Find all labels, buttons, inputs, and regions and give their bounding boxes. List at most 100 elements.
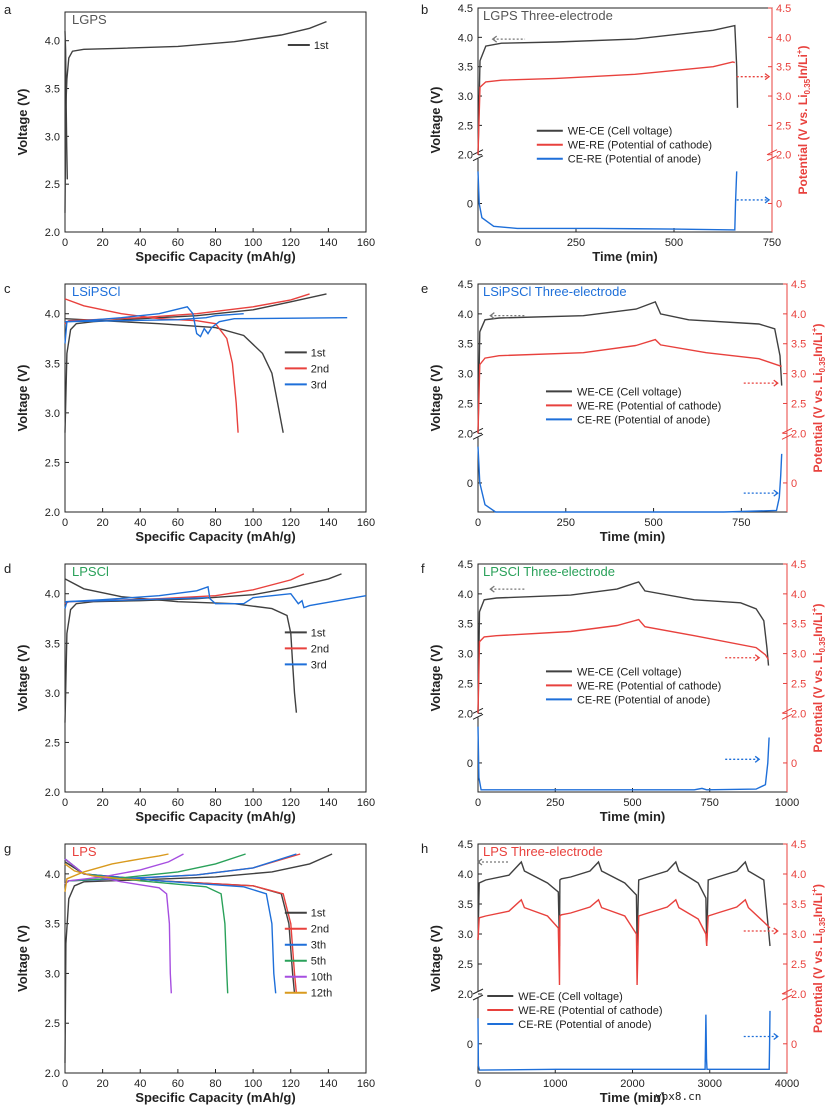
- y-tick-label: 4.0: [458, 32, 473, 44]
- legend-label: 1st: [314, 40, 329, 52]
- y-tick-label: 3.0: [458, 649, 473, 661]
- y-tick-label: 0: [467, 198, 473, 210]
- y-tick-label: 2.0: [45, 787, 60, 799]
- legend-label: WE-RE (Potential of cathode): [577, 400, 721, 412]
- x-tick-label: 40: [134, 237, 146, 249]
- x-tick-label: 100: [244, 797, 262, 809]
- x-axis-label: Time (min): [600, 529, 666, 544]
- panel-letter: c: [4, 281, 11, 296]
- panel-title: LPSCl: [72, 564, 109, 579]
- legend-label: WE-CE (Cell voltage): [577, 386, 682, 398]
- y-axis-label: Voltage (V): [15, 645, 30, 712]
- right-axis-label-part: In/Li: [811, 332, 825, 357]
- series-line: [477, 171, 738, 231]
- right-axis-label-part: ): [796, 46, 810, 50]
- right-y-tick-label: 2.0: [791, 428, 806, 440]
- plot-frame: [477, 7, 773, 233]
- axis-break-mark: [472, 994, 484, 1001]
- y-tick-label: 4.0: [45, 309, 60, 321]
- y-tick-label: 2.5: [45, 1018, 60, 1030]
- dotted-arrow-head: [491, 35, 498, 43]
- y-tick-label: 3.0: [45, 968, 60, 980]
- x-tick-label: 140: [319, 237, 337, 249]
- y-tick-label: 2.0: [458, 708, 473, 720]
- y-tick-label: 2.5: [458, 120, 473, 132]
- x-tick-label: 0: [62, 797, 68, 809]
- x-tick-label: 160: [357, 1078, 375, 1090]
- axis-break-mark: [472, 155, 484, 162]
- y-tick-label: 2.5: [458, 398, 473, 410]
- x-tick-label: 20: [97, 517, 109, 529]
- x-tick-label: 750: [701, 797, 719, 809]
- x-tick-label: 0: [475, 237, 481, 249]
- panel-title: LPSCl Three-electrode: [483, 564, 615, 579]
- axis-break-mark: [472, 433, 484, 440]
- right-axis-label-part: Potential (V vs. Li: [811, 372, 825, 472]
- x-axis-label: Time (min): [592, 249, 658, 264]
- series-line: [64, 863, 141, 881]
- x-tick-label: 40: [134, 1078, 146, 1090]
- right-axis-label-sup: +: [810, 888, 819, 893]
- series-line: [64, 31, 68, 180]
- y-tick-label: 2.5: [45, 179, 60, 191]
- series-line: [477, 338, 782, 434]
- legend-label: CE-RE (Potential of anode): [577, 694, 710, 706]
- right-y-tick-label: 4.0: [791, 309, 806, 321]
- panel-title: LGPS: [72, 12, 107, 27]
- x-tick-label: 140: [319, 517, 337, 529]
- axis-break-gap: [473, 991, 483, 998]
- right-y-tick-label: 2.5: [791, 398, 806, 410]
- chart-panel-h: 0 1000 2000 3000 4000 2.0 2.5 3.0 3.5 4.0 4.5 0 2.0 2…: [428, 839, 827, 1105]
- axis-break-gap: [473, 711, 483, 718]
- right-axis-label-part: In/Li: [811, 612, 825, 637]
- x-tick-label: 160: [357, 517, 375, 529]
- x-tick-label: 250: [557, 517, 575, 529]
- x-tick-label: 60: [172, 1078, 184, 1090]
- y-tick-label: 0: [467, 758, 473, 770]
- legend-label: 2nd: [311, 363, 329, 375]
- y-tick-label: 2.5: [45, 737, 60, 749]
- x-tick-label: 120: [282, 797, 300, 809]
- x-axis-label: Time (min): [600, 1090, 666, 1105]
- y-axis-label: Voltage (V): [15, 89, 30, 156]
- legend-label: 1st: [311, 908, 326, 920]
- y-axis-label: Voltage (V): [15, 365, 30, 432]
- right-y-tick-label: 2.5: [776, 120, 791, 132]
- panel-letter: e: [421, 281, 428, 296]
- x-tick-label: 0: [62, 1078, 68, 1090]
- right-axis-label: Potential (V vs. Li0.35In/Li+): [810, 604, 827, 753]
- right-axis-label-sup: +: [810, 607, 819, 612]
- x-tick-label: 40: [134, 517, 146, 529]
- right-y-tick-label: 2.0: [791, 989, 806, 1001]
- series-line: [477, 860, 771, 947]
- chart-panel-c: 0 20 40 60 80 100 120 140 160 2.0 2.5 3.0 3.5 4.0 Spec…: [15, 283, 375, 544]
- dotted-arrow-head: [764, 73, 771, 81]
- y-tick-label: 3.0: [45, 131, 60, 143]
- series-line: [64, 597, 209, 603]
- right-y-tick-label: 4.0: [776, 32, 791, 44]
- y-tick-label: 3.5: [45, 358, 60, 370]
- x-tick-label: 750: [732, 517, 750, 529]
- right-y-tick-label: 2.5: [791, 678, 806, 690]
- x-tick-label: 100: [244, 237, 262, 249]
- chart-panel-d: 0 20 40 60 80 100 120 140 160 2.0 2.5 3.0 3.5 4.0 Spec…: [15, 563, 375, 824]
- series-line: [477, 24, 739, 155]
- right-y-tick-label: 3.5: [776, 62, 791, 74]
- right-y-tick-label: 3.0: [791, 369, 806, 381]
- right-y-tick-label: 4.0: [791, 869, 806, 881]
- y-tick-label: 3.5: [458, 899, 473, 911]
- y-tick-label: 3.5: [458, 619, 473, 631]
- x-tick-label: 250: [567, 237, 585, 249]
- series-line: [64, 573, 342, 723]
- x-tick-label: 0: [475, 797, 481, 809]
- y-tick-label: 4.5: [458, 3, 473, 15]
- y-axis-label: Voltage (V): [428, 365, 443, 432]
- right-y-tick-label: 3.5: [791, 339, 806, 351]
- x-tick-label: 3000: [698, 1078, 722, 1090]
- y-tick-label: 3.0: [458, 369, 473, 381]
- x-tick-label: 4000: [775, 1078, 799, 1090]
- legend-label: WE-CE (Cell voltage): [568, 126, 673, 138]
- right-y-tick-label: 3.0: [776, 91, 791, 103]
- right-y-tick-label: 4.5: [791, 279, 806, 291]
- panel-letter: g: [4, 841, 11, 856]
